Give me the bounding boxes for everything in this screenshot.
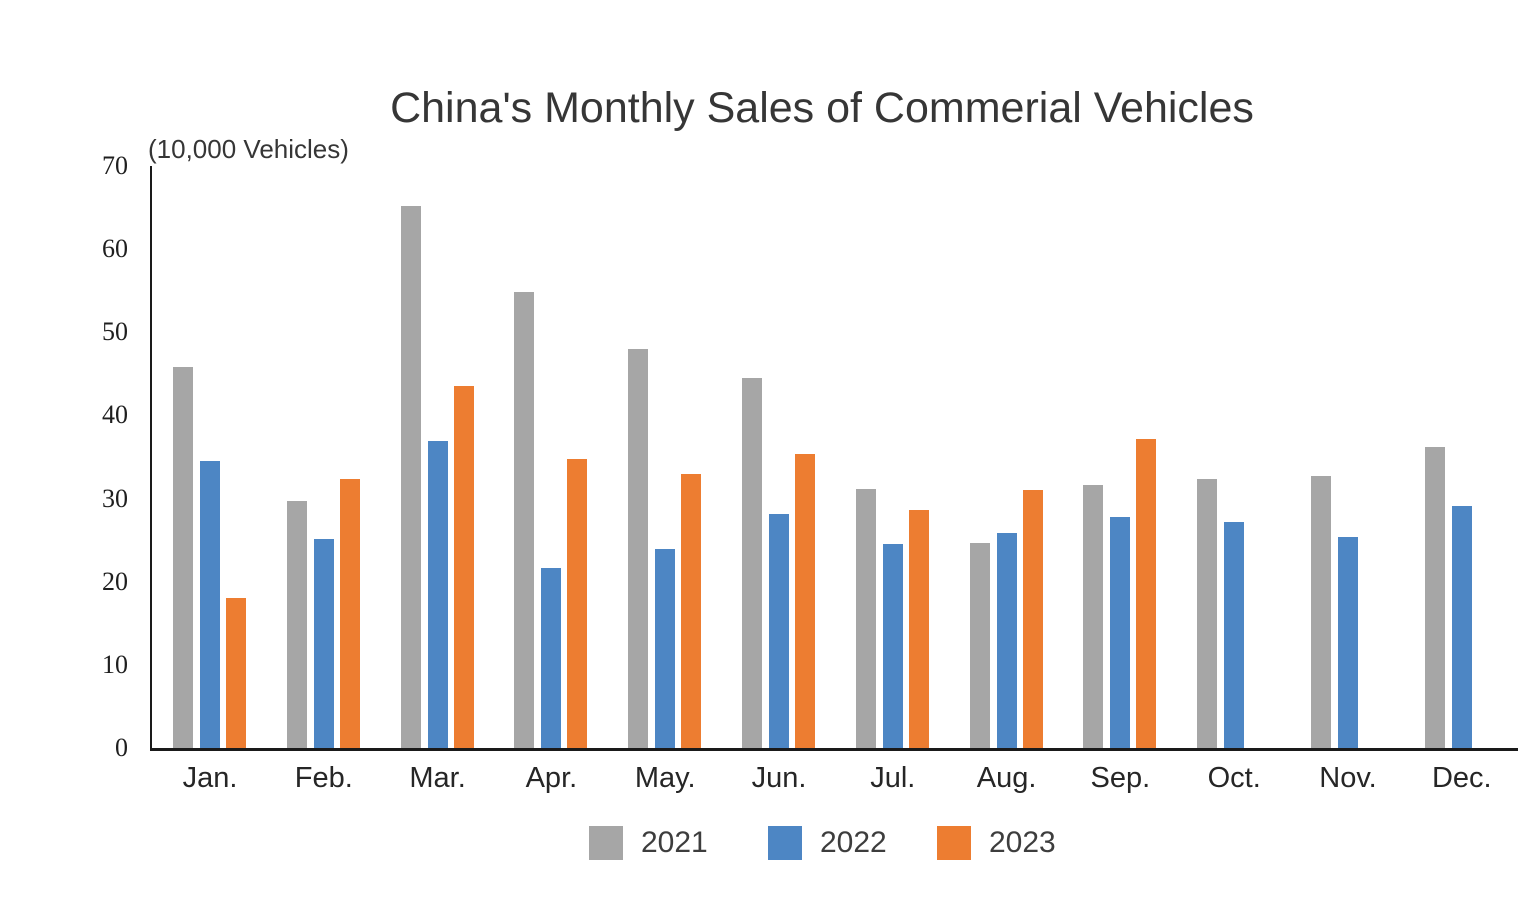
legend-label-2022: 2022 xyxy=(820,826,887,859)
bar-2021-oct xyxy=(1197,478,1218,748)
y-tick-10: 10 xyxy=(102,649,128,679)
x-axis-line xyxy=(150,748,1518,751)
x-tick-jul: Jul. xyxy=(870,762,916,794)
bar-2022-jun xyxy=(769,514,789,748)
bar-2021-apr xyxy=(514,292,535,748)
legend: 2021 2022 2023 xyxy=(0,826,1531,870)
bar-2023-apr xyxy=(567,458,588,748)
x-tick-aug: Aug. xyxy=(976,762,1037,794)
bar-2022-sep xyxy=(1110,516,1131,748)
x-tick-nov: Nov. xyxy=(1319,762,1377,794)
y-tick-20: 20 xyxy=(102,566,128,596)
y-tick-30: 30 xyxy=(102,483,128,513)
bar-2022-nov xyxy=(1338,536,1358,748)
bar-2022-mar xyxy=(427,441,448,748)
bar-2022-may xyxy=(655,549,676,748)
y-tick-50: 50 xyxy=(102,317,128,347)
x-tick-sep: Sep. xyxy=(1090,762,1151,794)
legend-swatch-2021 xyxy=(589,826,623,860)
bar-2022-dec xyxy=(1451,506,1472,748)
bar-2021-jul xyxy=(855,489,876,748)
y-tick-40: 40 xyxy=(102,400,128,430)
x-tick-oct: Oct. xyxy=(1207,762,1261,794)
legend-swatch-2023 xyxy=(937,826,971,860)
bar-2023-may xyxy=(681,474,702,748)
x-tick-apr: Apr. xyxy=(525,762,578,794)
bar-2023-jan xyxy=(226,598,246,748)
bar-2023-jun xyxy=(795,453,815,748)
x-tick-feb: Feb. xyxy=(294,762,353,794)
bar-2021-feb xyxy=(286,501,307,748)
legend-swatch-2022 xyxy=(768,826,802,860)
y-tick-0: 0 xyxy=(115,733,128,762)
bar-2021-sep xyxy=(1083,485,1104,748)
bar-2021-nov xyxy=(1311,476,1331,748)
bar-2023-sep xyxy=(1136,438,1157,748)
x-tick-jan: Jan. xyxy=(182,762,238,794)
bar-2022-jan xyxy=(200,461,220,748)
bar-2023-feb xyxy=(339,479,360,748)
legend-item-2021: 2021 xyxy=(589,826,708,860)
bar-2022-jul xyxy=(882,544,903,748)
bar-2022-apr xyxy=(541,568,562,748)
y-axis-units-label: (10,000 Vehicles) xyxy=(148,134,349,164)
bar-2022-feb xyxy=(313,539,334,748)
x-tick-dec: Dec. xyxy=(1431,762,1492,794)
x-tick-jun: Jun. xyxy=(751,762,807,794)
bar-2021-aug xyxy=(969,542,990,748)
legend-label-2021: 2021 xyxy=(641,826,708,859)
bar-2021-dec xyxy=(1424,447,1445,748)
bar-2021-may xyxy=(628,348,649,748)
bar-2022-oct xyxy=(1224,521,1245,748)
bar-2023-jul xyxy=(908,510,929,748)
legend-item-2023: 2023 xyxy=(937,826,1056,860)
legend-item-2022: 2022 xyxy=(768,826,887,860)
chart-title: China's Monthly Sales of Commerial Vehic… xyxy=(390,84,1254,132)
bar-2021-jan xyxy=(173,367,193,748)
y-axis-line xyxy=(150,166,152,750)
bar-2023-aug xyxy=(1022,490,1043,748)
bar-2022-aug xyxy=(996,532,1017,748)
y-tick-70: 70 xyxy=(102,151,128,181)
x-tick-may: May. xyxy=(634,762,696,794)
x-tick-mar: Mar. xyxy=(409,762,466,794)
bar-2023-mar xyxy=(453,386,474,748)
y-tick-60: 60 xyxy=(102,234,128,264)
bar-2021-jun xyxy=(742,378,762,748)
legend-label-2023: 2023 xyxy=(989,826,1056,859)
bar-2021-mar xyxy=(400,205,421,748)
